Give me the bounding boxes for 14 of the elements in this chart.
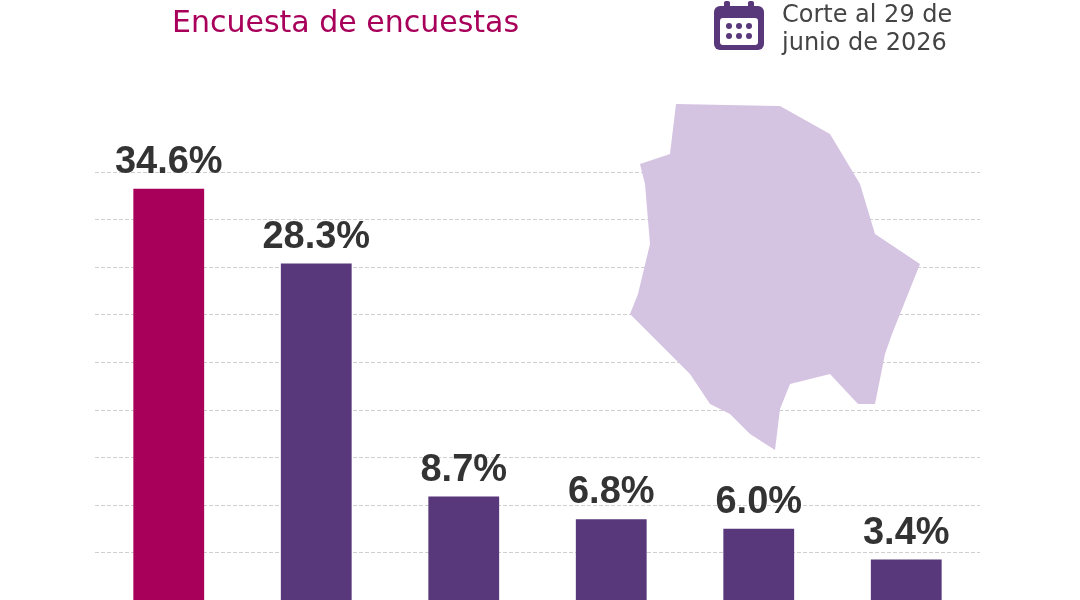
data-label: 3.4% [862, 509, 950, 552]
bar [428, 496, 500, 600]
data-label: 6.8% [567, 469, 655, 512]
text: Corte al 29 de junio de 2026 [782, 0, 953, 56]
bar [870, 559, 942, 600]
data-label: 8.7% [420, 446, 508, 489]
bar [133, 188, 205, 600]
chart-title: Encuesta de encuestas [172, 4, 520, 39]
data-label: 28.3% [262, 213, 371, 256]
bar [723, 528, 795, 600]
bar [280, 263, 352, 600]
data-label: 6.0% [715, 478, 803, 521]
bar [575, 519, 647, 600]
data-label: 34.6% [114, 138, 223, 181]
